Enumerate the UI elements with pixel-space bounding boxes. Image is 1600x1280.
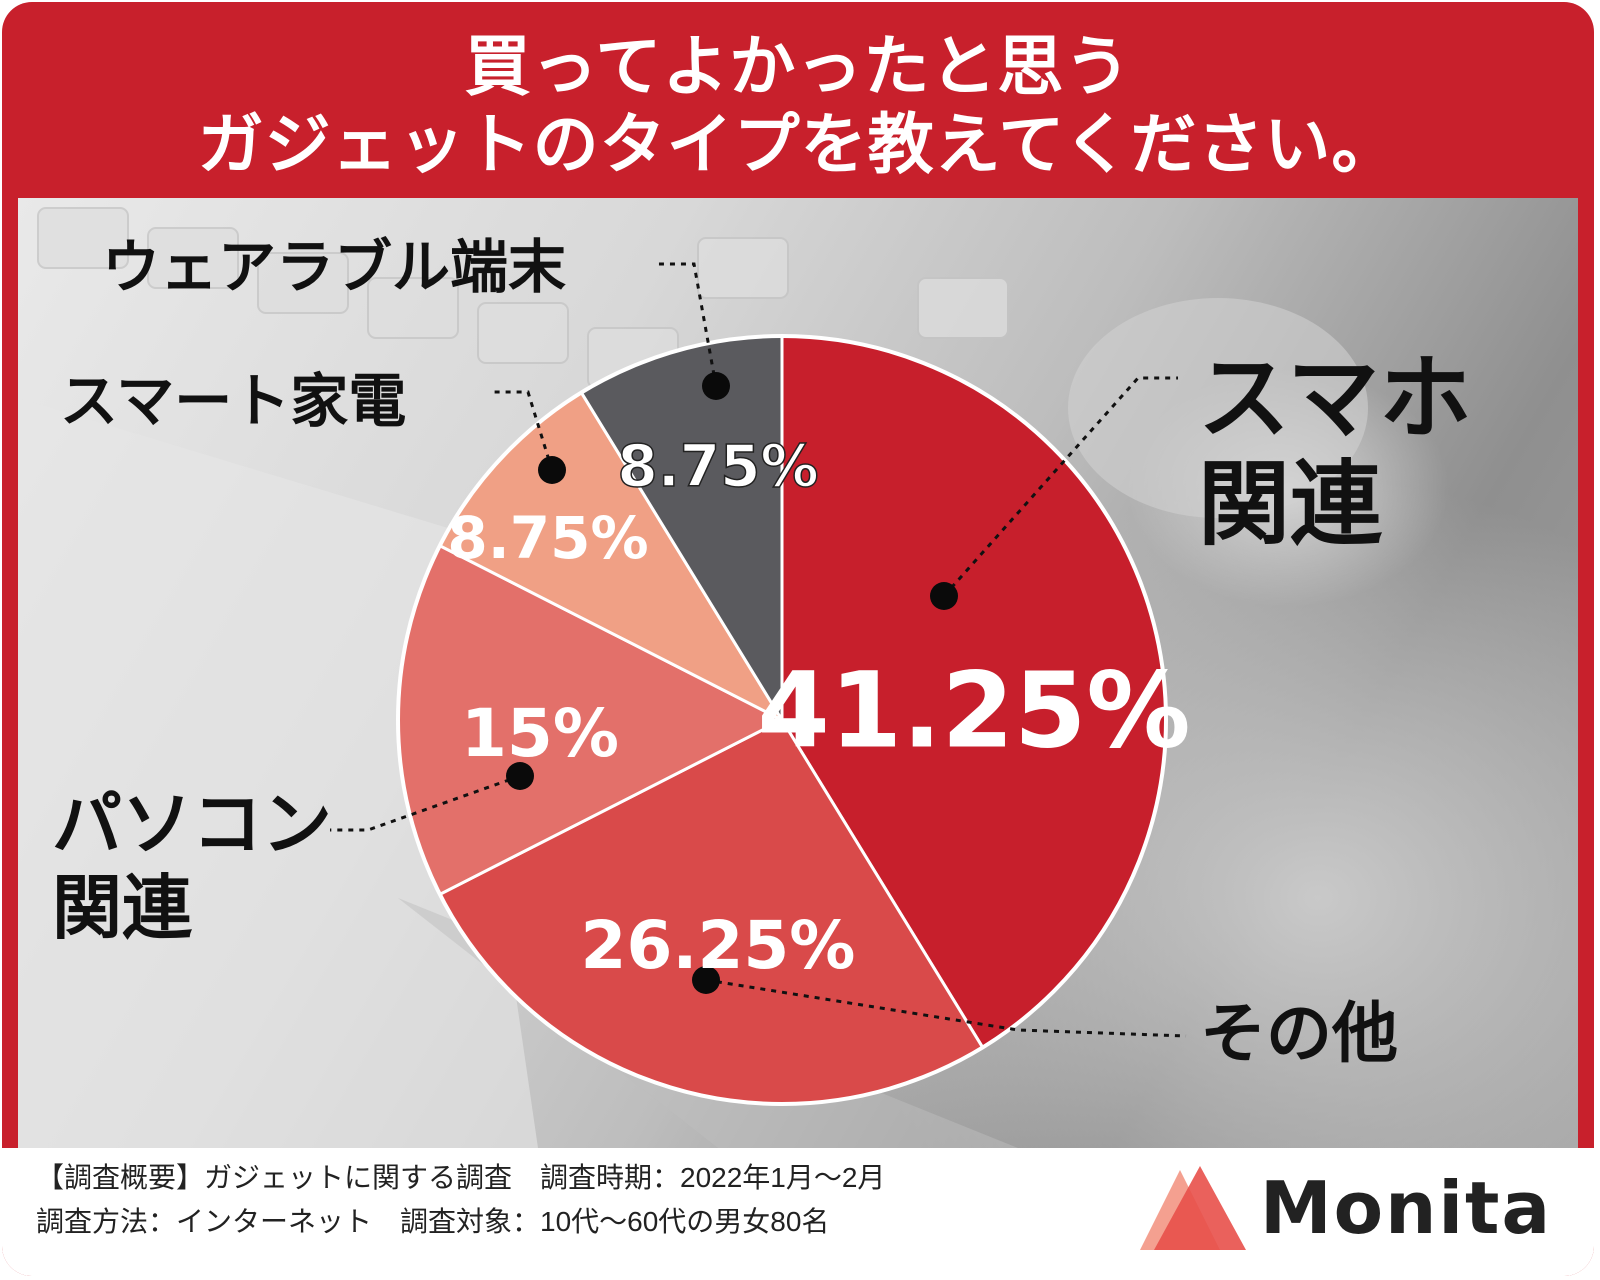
leader-dot-pc	[506, 762, 534, 790]
category-label-smart-home: スマート家電	[60, 367, 407, 435]
survey-summary-line-1: 【調査概要】ガジェットに関する調査 調査時期：2022年1月〜2月	[36, 1162, 886, 1193]
category-label-smartphone: スマホ 関連	[1198, 345, 1472, 558]
title-line-2: ガジェットのタイプを教えてください。	[197, 106, 1399, 183]
brand-logo: Monita	[1140, 1160, 1580, 1260]
leader-dot-smartphone	[930, 582, 958, 610]
leader-dot-other	[692, 966, 720, 994]
category-label-wearable: ウェアラブル端末	[102, 233, 567, 301]
leader-dot-wearable	[702, 372, 730, 400]
value-label-smart-home: 8.75%	[447, 504, 648, 572]
chart-title: 買ってよかったと思う ガジェットのタイプを教えてください。	[2, 28, 1594, 184]
category-label-pc: パソコン 関連	[52, 783, 332, 949]
logo-triangle-icon	[1140, 1166, 1246, 1250]
value-label-other: 26.25%	[581, 907, 856, 984]
leader-line-wearable	[658, 262, 718, 387]
category-label-other: その他	[1200, 995, 1398, 1072]
value-label-wearable: 8.75%	[617, 432, 818, 500]
title-line-1: 買ってよかったと思う	[464, 28, 1132, 105]
leader-dot-smart-home	[538, 456, 566, 484]
value-label-smartphone: 41.25%	[757, 649, 1190, 771]
logo-text: Monita	[1260, 1166, 1553, 1250]
pie-chart: 41.25% 26.25% 15% 8.75%8.75%	[330, 262, 1191, 1106]
pie-outline	[396, 334, 1168, 1106]
footer: 【調査概要】ガジェットに関する調査 調査時期：2022年1月〜2月 調査方法：イ…	[2, 1148, 1594, 1276]
chart-area: 41.25% 26.25% 15% 8.75% 8.75% スマホ 関連 その他 パソコ…	[18, 198, 1578, 1148]
value-label-pc: 15%	[461, 695, 619, 772]
survey-summary-line-2: 調査方法：インターネット 調査対象：10代〜60代の男女80名	[36, 1206, 830, 1237]
leader-line-smart-home	[492, 390, 554, 471]
